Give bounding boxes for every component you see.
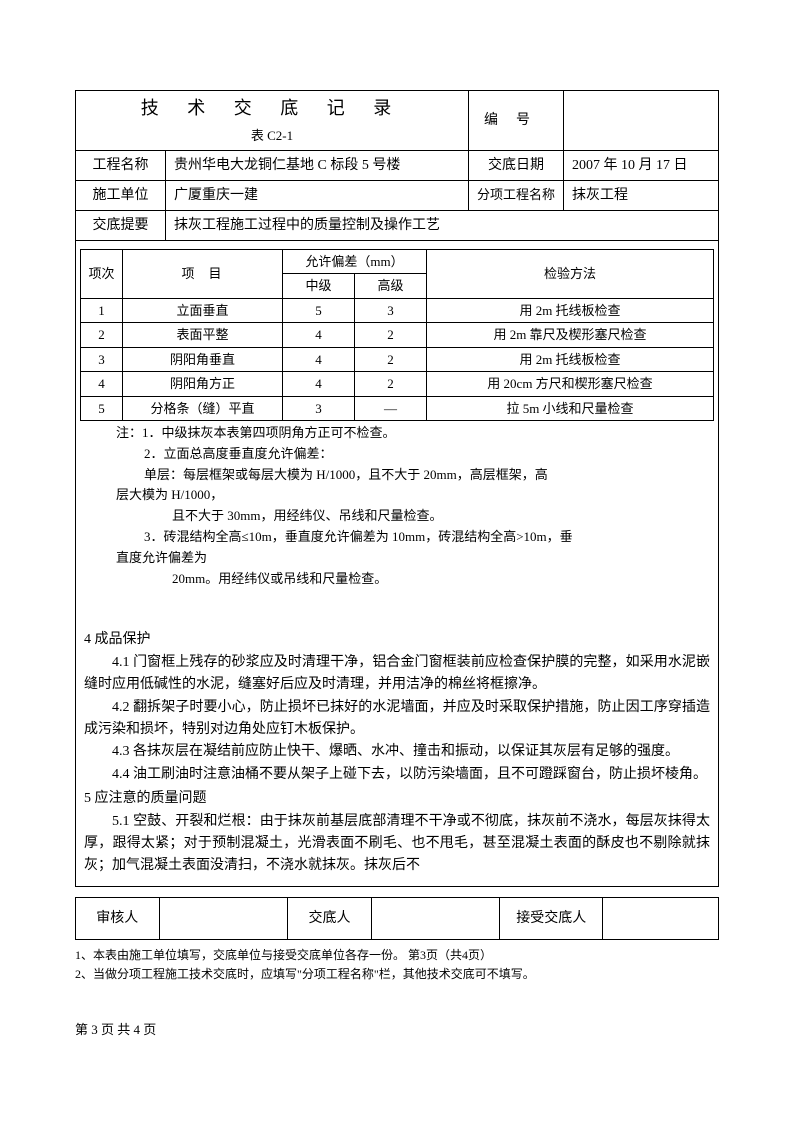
th-item: 项目: [123, 249, 283, 298]
receiver-label: 接受交底人: [500, 897, 603, 939]
footer-note-1: 1、本表由施工单位填写，交底单位与接受交底单位各存一份。 第3页（共4页）: [75, 946, 719, 965]
table-row: 2 表面平整 4 2 用 2m 靠尺及楔形塞尺检查: [81, 323, 714, 348]
paragraph: 4.1 门窗框上残存的砂浆应及时清理干净，铝合金门窗框装前应检查保护膜的完整，如…: [84, 652, 710, 697]
reviewer-value: [159, 897, 288, 939]
tolerance-table: 项次 项目 允许偏差（mm） 检验方法 中级 高级 1 立面垂直 5 3 用 2…: [80, 249, 714, 422]
section-5-title: 5 应注意的质量问题: [84, 788, 710, 810]
note-line: 3．砖混结构全高≤10m，垂直度允许偏差为 10mm，砖混结构全高>10m，垂: [88, 527, 706, 548]
note-line: 层大模为 H/1000，: [88, 485, 706, 506]
construction-unit-label: 施工单位: [76, 180, 166, 210]
section-4-title: 4 成品保护: [84, 629, 710, 651]
th-no: 项次: [81, 249, 123, 298]
note-line: 且不大于 30mm，用经纬仪、吊线和尺量检查。: [88, 506, 706, 527]
paragraph: 4.2 翻拆架子时要小心，防止损坏已抹好的水泥墙面，并应及时采取保护措施，防止因…: [84, 697, 710, 742]
th-high: 高级: [355, 274, 427, 299]
sub-project-value: 抹灰工程: [564, 180, 719, 210]
table-row: 5 分格条（缝）平直 3 — 拉 5m 小线和尺量检查: [81, 396, 714, 421]
th-deviation: 允许偏差（mm）: [283, 249, 427, 274]
page-number: 第 3 页 共 4 页: [75, 1020, 719, 1040]
disclosure-value: [371, 897, 500, 939]
disclosure-date-value: 2007 年 10 月 17 日: [564, 150, 719, 180]
construction-unit-value: 广厦重庆一建: [166, 180, 469, 210]
table-row: 4 阴阳角方正 4 2 用 20cm 方尺和楔形塞尺检查: [81, 372, 714, 397]
disclosure-date-label: 交底日期: [469, 150, 564, 180]
note-line: 2．立面总高度垂直度允许偏差：: [88, 444, 706, 465]
title-cell: 技 术 交 底 记 录 表 C2-1: [76, 91, 469, 151]
footer-notes: 1、本表由施工单位填写，交底单位与接受交底单位各存一份。 第3页（共4页） 2、…: [75, 946, 719, 984]
note-line: 单层：每层框架或每层大模为 H/1000，且不大于 20mm，高层框架，高: [88, 465, 706, 486]
th-method: 检验方法: [427, 249, 714, 298]
content-wrap: 项次 项目 允许偏差（mm） 检验方法 中级 高级 1 立面垂直 5 3 用 2…: [75, 241, 719, 887]
table-row: 1 立面垂直 5 3 用 2m 托线板检查: [81, 298, 714, 323]
table-row: 3 阴阳角垂直 4 2 用 2m 托线板检查: [81, 347, 714, 372]
project-name-value: 贵州华电大龙铜仁基地 C 标段 5 号楼: [166, 150, 469, 180]
serial-number-value: [564, 91, 719, 151]
sub-project-label: 分项工程名称: [469, 180, 564, 210]
main-title: 技 术 交 底 记 录: [84, 95, 460, 122]
sub-title: 表 C2-1: [84, 126, 460, 146]
note-line: 注：1．中级抹灰本表第四项阴角方正可不检查。: [88, 423, 706, 444]
body-content: 4 成品保护 4.1 门窗框上残存的砂浆应及时清理干净，铝合金门窗框装前应检查保…: [80, 629, 714, 877]
disclosure-label: 交底人: [288, 897, 372, 939]
summary-label: 交底提要: [76, 210, 166, 240]
note-line: 20mm。用经纬仪或吊线和尺量检查。: [88, 569, 706, 590]
summary-value: 抹灰工程施工过程中的质量控制及操作工艺: [166, 210, 719, 240]
header-table: 技 术 交 底 记 录 表 C2-1 编号 工程名称 贵州华电大龙铜仁基地 C …: [75, 90, 719, 241]
th-mid: 中级: [283, 274, 355, 299]
paragraph: 4.3 各抹灰层在凝结前应防止快干、爆晒、水冲、撞击和振动，以保证其灰层有足够的…: [84, 741, 710, 763]
paragraph: 4.4 油工刷油时注意油桶不要从架子上碰下去，以防污染墙面，且不可蹬踩窗台，防止…: [84, 764, 710, 786]
signature-table: 审核人 交底人 接受交底人: [75, 897, 719, 940]
paragraph: 5.1 空鼓、开裂和烂根：由于抹灰前基层底部清理不干净或不彻底，抹灰前不浇水，每…: [84, 811, 710, 878]
serial-number-label: 编号: [469, 91, 564, 151]
note-line: 直度允许偏差为: [88, 548, 706, 569]
receiver-value: [603, 897, 719, 939]
footer-note-2: 2、当做分项工程施工技术交底时，应填写"分项工程名称"栏，其他技术交底可不填写。: [75, 965, 719, 984]
notes-block: 注：1．中级抹灰本表第四项阴角方正可不检查。 2．立面总高度垂直度允许偏差： 单…: [80, 423, 714, 589]
project-name-label: 工程名称: [76, 150, 166, 180]
reviewer-label: 审核人: [76, 897, 160, 939]
